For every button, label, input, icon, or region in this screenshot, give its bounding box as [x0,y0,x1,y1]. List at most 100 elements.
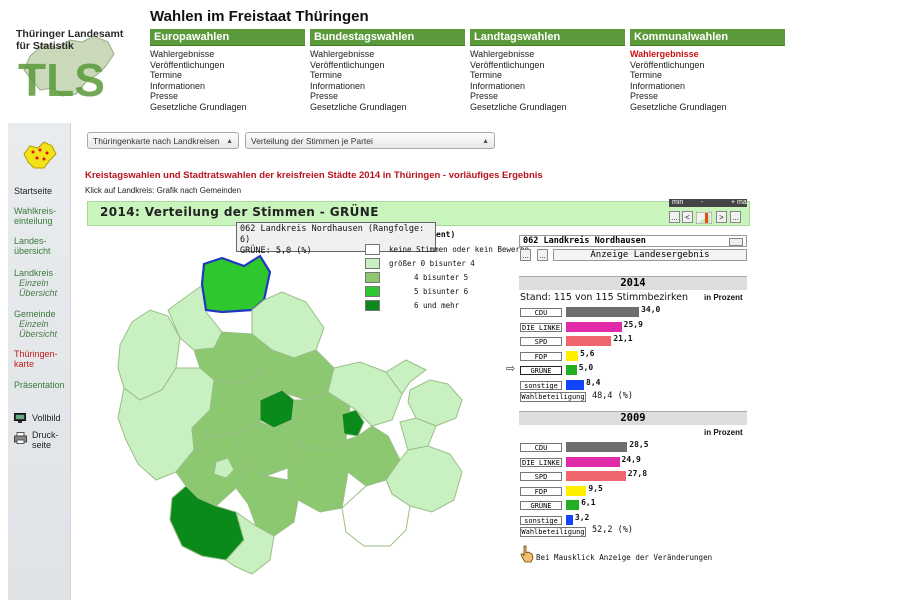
map-tooltip: 062 Landkreis Nordhausen (Rangfolge: 6) … [236,222,436,256]
party-label[interactable]: sonstige [520,515,562,525]
nav-list: Wahlergebnisse Veröffentlichungen Termine I… [310,49,465,112]
legend-swatch [365,244,380,255]
nav-link[interactable]: Termine [150,70,183,80]
sidebar-wahlkreiseinteilung[interactable]: Wahlkreis-einteilung [14,206,56,226]
nav-link[interactable]: Presse [150,91,179,101]
wahlbeteiligung-label-2014[interactable]: Wahlbeteiligung [520,392,586,402]
nav-link[interactable]: Presse [470,91,499,101]
sidebar-landkreis[interactable]: Landkreis Einzeln Übersicht [14,268,57,298]
nav-header[interactable]: Europawahlen [150,29,305,46]
nav-link[interactable]: Termine [470,70,503,80]
logo-line-1: Thüringer Landesamt [16,28,124,40]
next-button[interactable]: > [716,211,727,223]
dots-button[interactable]: ... [669,211,680,223]
page-subline: Klick auf Landkreis: Grafik nach Gemeind… [85,186,242,195]
dots-button-2[interactable]: ... [730,211,741,223]
party-label[interactable]: CDU [520,443,562,452]
thuringia-logo-icon: TLS [18,35,115,106]
sidebar-landesuebersicht[interactable]: Landes-übersicht [14,236,51,256]
nav-link[interactable]: Presse [310,91,339,101]
nav-link[interactable]: Wahlergebnisse [470,49,535,59]
nav-link[interactable]: Informationen [470,80,526,91]
district-kyffhaeuser-east[interactable] [385,359,427,395]
dots-button-3[interactable]: ... [520,249,531,261]
sidebar-label: karte [14,359,35,369]
nav-link[interactable]: Presse [630,91,659,101]
nav-link[interactable]: Gesetzliche Grundlagen [310,101,407,112]
prev-button[interactable]: < [682,211,693,223]
scale-slider[interactable] [695,211,713,225]
party-label[interactable]: FDP [520,486,562,496]
map-type-select[interactable]: Thüringenkarte nach Landkreisen ▲ [87,132,239,149]
map-thumbnail-icon[interactable] [18,138,60,177]
nav-link[interactable]: Gesetzliche Grundlagen [630,101,727,112]
district-gera[interactable] [399,417,437,451]
party-label[interactable]: DIE LINKE [520,457,562,467]
nav-link[interactable]: Informationen [310,80,366,91]
nav-link[interactable]: Informationen [150,80,206,91]
nav-link[interactable]: Termine [310,70,343,80]
nav-list: Wahlergebnisse Veröffentlichungen Termine I… [150,49,305,112]
district-suhl[interactable] [213,457,235,479]
sidebar [8,123,71,600]
logo[interactable]: TLS [10,8,135,108]
nav-link[interactable]: Veröffentlichungen [310,59,385,70]
year-2014-header: 2014 [519,276,747,290]
district-select[interactable]: 062 Landkreis Nordhausen [519,235,747,247]
district-saale-orla[interactable] [341,479,411,547]
nav-header[interactable]: Landtagswahlen [470,29,625,46]
nav-header[interactable]: Kommunalwahlen [630,29,785,46]
dots-button-4[interactable]: ... [537,249,548,261]
landesergebnis-button[interactable]: Anzeige Landesergebnis [553,249,747,261]
printer-icon[interactable] [14,431,27,444]
monitor-icon[interactable] [14,411,26,423]
nav-link[interactable]: Wahlergebnisse [150,49,215,59]
nav-link[interactable]: Termine [630,70,663,80]
district-altenburg[interactable] [407,379,463,427]
party-value: 28,5 [629,440,649,449]
district-select-button[interactable] [729,238,743,246]
party-value: 9,5 [588,483,603,493]
district-sonneberg-south[interactable] [225,510,275,575]
party-bar [566,442,628,452]
sidebar-gemeinde[interactable]: Gemeinde Einzeln Übersicht [14,309,57,339]
wahlbeteiligung-label-2009[interactable]: Wahlbeteiligung [520,527,586,537]
district-saalfeld[interactable] [287,439,349,513]
nav-column: Europawahlen Wahlergebnisse Veröffentlichu… [150,29,305,112]
party-label[interactable]: DIE LINKE [520,322,562,332]
party-value: 5,6 [580,348,595,358]
nav-link[interactable]: Informationen [630,80,686,91]
district-jena[interactable] [341,409,365,437]
sidebar-thueringenkarte[interactable]: Thüringen-karte [14,349,58,369]
party-label[interactable]: FDP [520,351,562,361]
nav-link[interactable]: Veröffentlichungen [150,59,225,70]
sidebar-label: einteilung [14,216,53,226]
party-label[interactable]: SPD [520,337,562,346]
party-label[interactable]: sonstige [520,380,562,390]
party-bar [566,379,585,390]
party-label[interactable]: CDU [520,308,562,317]
sidebar-druckseite[interactable]: Druck-seite [32,430,59,450]
hand-pointer-icon [520,545,534,568]
nav-link[interactable]: Gesetzliche Grundlagen [150,101,247,112]
sidebar-startseite[interactable]: Startseite [14,186,53,196]
nav-header[interactable]: Bundestagswahlen [310,29,465,46]
svg-text:TLS: TLS [18,54,105,106]
party-label[interactable]: GRÜNE [520,366,562,375]
district-burgenland-east[interactable] [327,361,403,427]
nav-link[interactable]: Wahlergebnisse [310,49,375,59]
party-label[interactable]: GRÜNE [520,501,562,510]
party-label[interactable]: SPD [520,472,562,481]
nav-link[interactable]: Veröffentlichungen [630,59,705,70]
sidebar-praesentation[interactable]: Präsentation [14,380,65,390]
sidebar-vollbild[interactable]: Vollbild [32,413,61,423]
nav-link[interactable]: Wahlergebnisse [630,49,699,59]
sidebar-label: Übersicht [19,288,58,298]
nav-link[interactable]: Veröffentlichungen [470,59,545,70]
view-select[interactable]: Verteilung der Stimmen je Partei ▲ [245,132,495,149]
district-soemmerda[interactable] [259,349,335,401]
nav-link[interactable]: Gesetzliche Grundlagen [470,101,567,112]
max-label: + ma [731,199,747,206]
map-type-value: Thüringenkarte nach Landkreisen [93,136,220,146]
legend-label: keine Stimmen oder kein Bewerbe [389,245,529,254]
